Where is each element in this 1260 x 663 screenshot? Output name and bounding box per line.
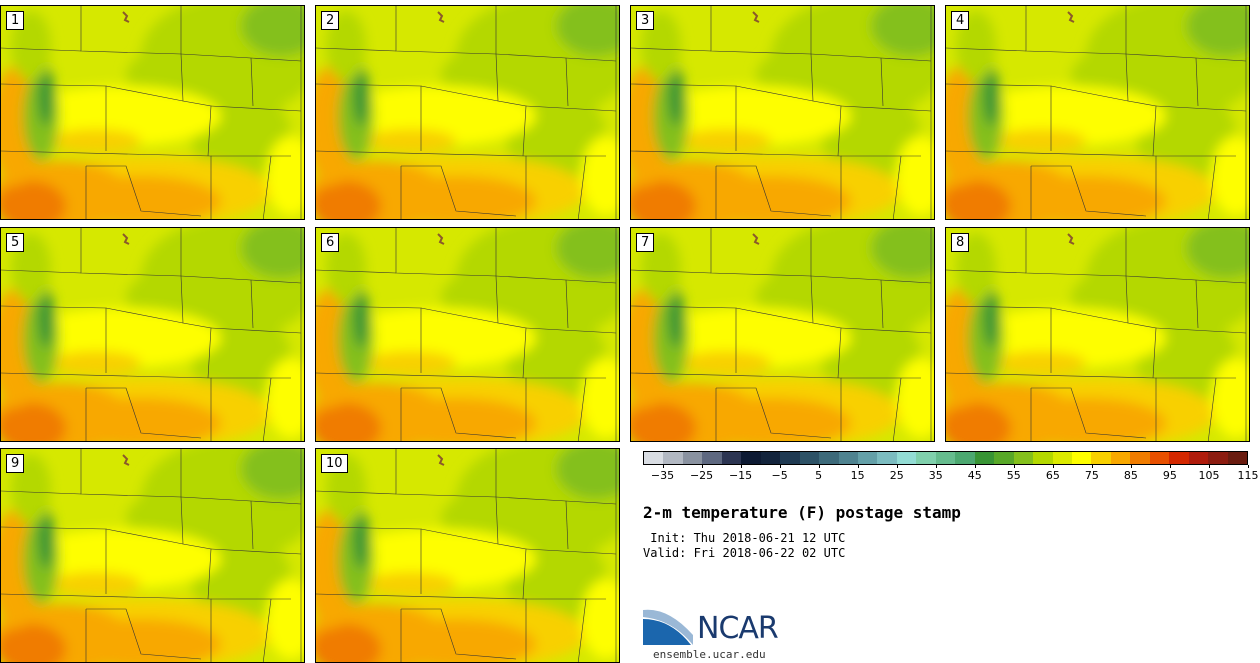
temperature-map — [946, 6, 1249, 219]
colorbar-swatch — [838, 452, 858, 464]
member-number: 10 — [321, 454, 348, 473]
colorbar-tick-label: 35 — [916, 465, 956, 482]
ncar-logo-text: NCAR — [697, 611, 779, 646]
temperature-map — [316, 6, 619, 219]
member-number: 2 — [321, 11, 340, 30]
colorbar-swatch — [819, 452, 839, 464]
colorbar-swatch — [780, 452, 800, 464]
colorbar-tick-label: 95 — [1150, 465, 1190, 482]
colorbar-swatch — [974, 452, 995, 464]
member-number: 3 — [636, 11, 655, 30]
colorbar-swatch — [1071, 452, 1092, 464]
colorbar-swatch — [682, 452, 703, 464]
member-map-panel: 3 — [630, 5, 935, 220]
member-map-panel: 9 — [0, 448, 305, 663]
colorbar-swatch — [702, 452, 722, 464]
colorbar-tick-label: 45 — [955, 465, 995, 482]
colorbar-swatch — [857, 452, 878, 464]
colorbar-tick-label: −5 — [760, 465, 800, 482]
colorbar-tick-label: 85 — [1111, 465, 1151, 482]
temperature-map — [631, 6, 934, 219]
member-number: 6 — [321, 233, 340, 252]
member-map-panel: 8 — [945, 227, 1250, 442]
colorbar-swatch — [1149, 452, 1170, 464]
colorbar-swatch — [799, 452, 820, 464]
colorbar-swatch — [916, 452, 936, 464]
colorbar-swatch — [1033, 452, 1053, 464]
site-url: ensemble.ucar.edu — [653, 648, 766, 661]
temperature-map — [946, 228, 1249, 441]
colorbar-tick-label: −35 — [643, 465, 683, 482]
colorbar-tick-label: −15 — [721, 465, 761, 482]
member-number: 5 — [6, 233, 25, 252]
colorbar-swatch — [1013, 452, 1034, 464]
member-number: 1 — [6, 11, 25, 30]
member-map-panel: 10 — [315, 448, 620, 663]
colorbar-swatch — [1169, 452, 1189, 464]
temperature-map — [1, 6, 304, 219]
member-map-panel: 1 — [0, 5, 305, 220]
member-map-panel: 5 — [0, 227, 305, 442]
member-map-panel: 4 — [945, 5, 1250, 220]
temperature-map — [631, 228, 934, 441]
valid-time: Valid: Fri 2018-06-22 02 UTC — [643, 546, 846, 560]
colorbar-swatch — [1052, 452, 1072, 464]
member-number: 4 — [951, 11, 970, 30]
colorbar-swatch — [721, 452, 742, 464]
ncar-logo-icon — [643, 609, 693, 645]
colorbar-swatch — [1208, 452, 1228, 464]
colorbar-tick-label: 75 — [1072, 465, 1112, 482]
colorbar-swatch — [1188, 452, 1209, 464]
colorbar-tick-label: 65 — [1033, 465, 1073, 482]
colorbar-swatch — [1227, 452, 1248, 464]
colorbar-swatch — [896, 452, 917, 464]
temperature-map — [316, 228, 619, 441]
colorbar-swatch — [760, 452, 781, 464]
member-number: 9 — [6, 454, 25, 473]
colorbar-tick-label: −25 — [682, 465, 722, 482]
temperature-map — [1, 449, 304, 662]
colorbar-tick-label: 5 — [799, 465, 839, 482]
colorbar-swatch — [1091, 452, 1111, 464]
chart-title: 2-m temperature (F) postage stamp — [643, 503, 961, 522]
temperature-map — [1, 228, 304, 441]
colorbar-tick-label: 55 — [994, 465, 1034, 482]
colorbar-swatch — [1110, 452, 1131, 464]
member-map-panel: 2 — [315, 5, 620, 220]
init-time: Init: Thu 2018-06-21 12 UTC — [643, 531, 846, 545]
colorbar-swatch — [994, 452, 1014, 464]
colorbar-tick-label: 115 — [1228, 465, 1260, 482]
member-number: 7 — [636, 233, 655, 252]
colorbar-swatch — [663, 452, 683, 464]
colorbar-swatch — [644, 452, 664, 464]
colorbar-tick-label: 105 — [1189, 465, 1229, 482]
temperature-map — [316, 449, 619, 662]
colorbar-swatch — [741, 452, 761, 464]
member-number: 8 — [951, 233, 970, 252]
colorbar-ticks: −35 −25 −15 −5 5 15 25 35 45 55 65 75 85 95 105 115 — [643, 465, 1259, 485]
colorbar-tick-label: 15 — [838, 465, 878, 482]
colorbar-swatch — [955, 452, 975, 464]
member-map-panel: 7 — [630, 227, 935, 442]
colorbar-swatch — [877, 452, 897, 464]
colorbar-tick-label: 25 — [877, 465, 917, 482]
member-map-panel: 6 — [315, 227, 620, 442]
temperature-colorbar — [643, 451, 1248, 465]
colorbar-swatch — [935, 452, 956, 464]
colorbar-swatch — [1130, 452, 1150, 464]
